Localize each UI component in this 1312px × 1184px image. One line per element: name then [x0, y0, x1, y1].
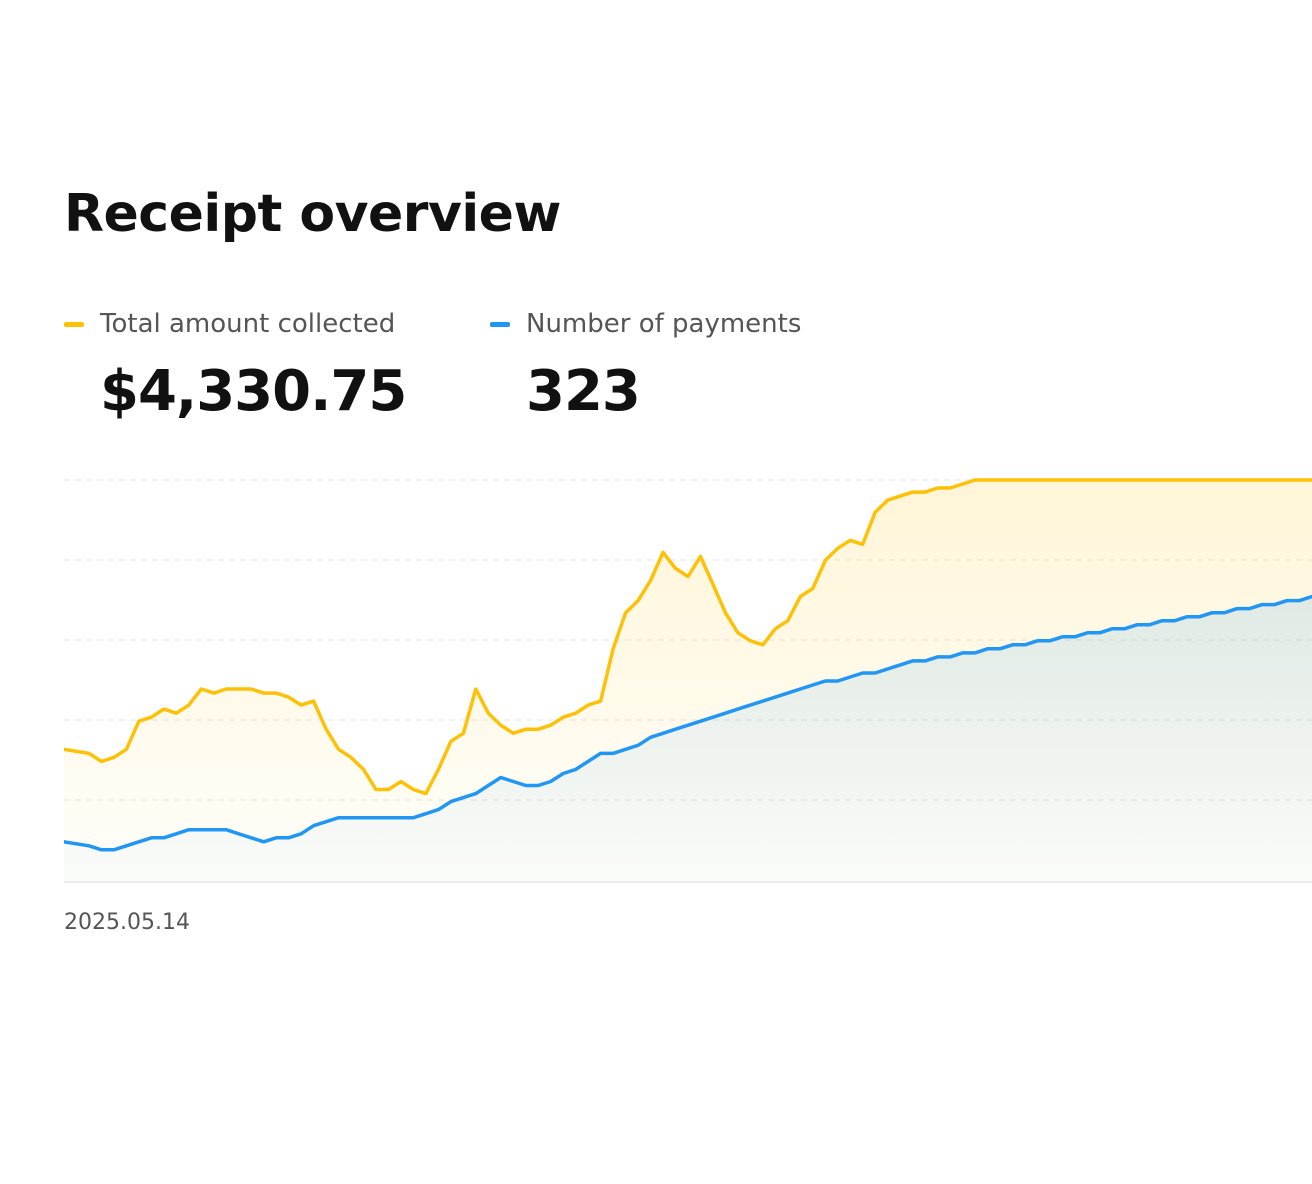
page-title: Receipt overview: [64, 184, 561, 244]
metric-value-total-amount: $4,330.75: [100, 359, 407, 424]
legend-item-total-amount: Total amount collected: [64, 306, 406, 342]
series-line-total-amount: [64, 478, 1312, 796]
metric-number-of-payments: Number of payments 323: [490, 306, 801, 428]
series-area-number-of-payments: [64, 596, 1312, 882]
metric-total-amount: Total amount collected $4,330.75: [64, 306, 407, 428]
legend-swatch-total-amount: [64, 321, 84, 327]
legend-item-number-of-payments: Number of payments: [490, 306, 801, 342]
metric-label-total-amount: Total amount collected: [100, 309, 396, 339]
metric-value-number-of-payments: 323: [526, 359, 641, 424]
area-chart: [64, 470, 1312, 890]
metric-label-number-of-payments: Number of payments: [526, 309, 802, 339]
series-lines: [64, 478, 1312, 852]
series-areas: [64, 480, 1312, 882]
area-chart-svg: [64, 478, 1312, 883]
x-tick-label-start: 2025.05.14: [64, 910, 190, 935]
legend-swatch-number-of-payments: [490, 321, 510, 327]
series-line-number-of-payments: [64, 594, 1312, 852]
